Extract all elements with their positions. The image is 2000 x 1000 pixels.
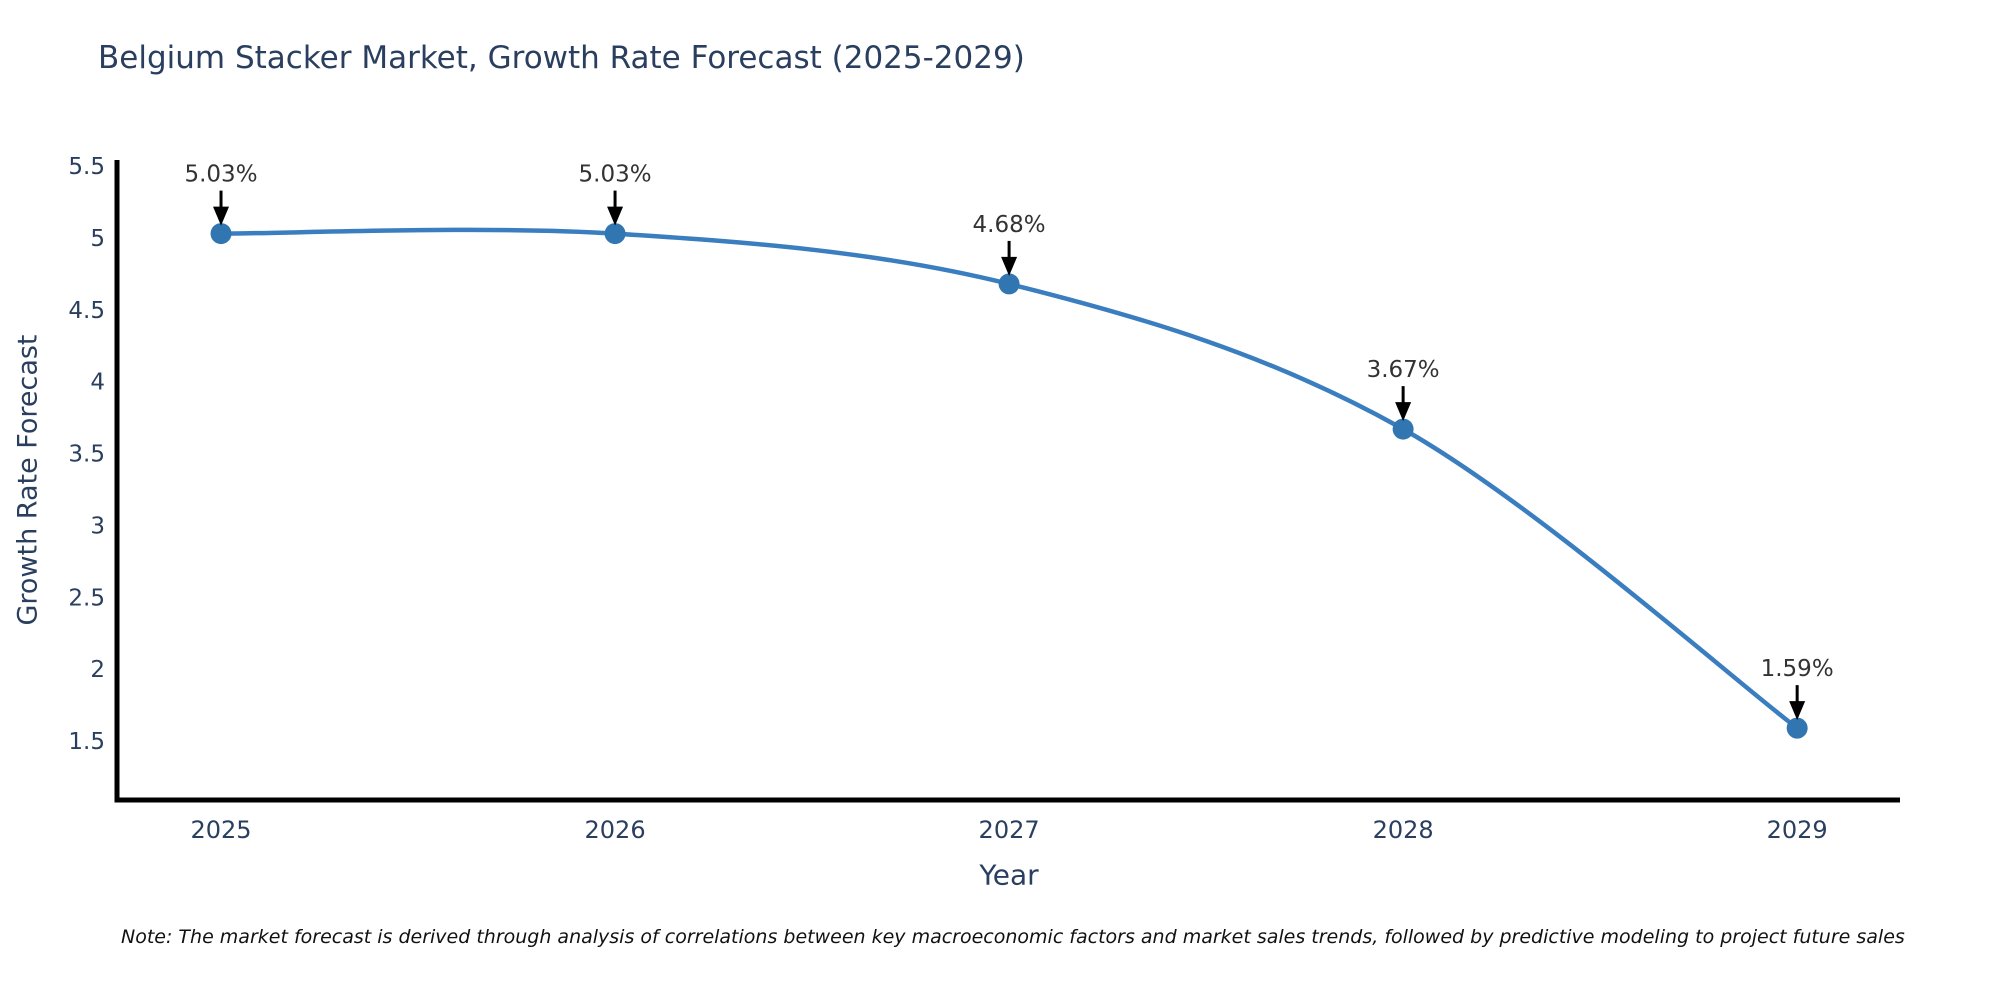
note-text: Note: The market forecast is derived thr… bbox=[121, 926, 1905, 948]
annotation-arrow-head bbox=[1789, 701, 1806, 721]
data-point-2029 bbox=[1786, 717, 1808, 739]
y-tick-label: 1.5 bbox=[68, 729, 105, 755]
y-tick-label: 4.5 bbox=[68, 298, 105, 324]
y-axis-title: Growth Rate Forecast bbox=[12, 334, 44, 626]
y-tick-label: 3 bbox=[90, 513, 105, 539]
y-tick-label: 2 bbox=[90, 657, 105, 683]
annotation-arrow-head bbox=[1001, 256, 1018, 276]
point-annotation: 4.68% bbox=[973, 212, 1046, 238]
y-tick-label: 5 bbox=[90, 226, 105, 252]
data-point-2028 bbox=[1392, 418, 1414, 440]
y-tick-label: 5.5 bbox=[68, 154, 105, 180]
annotation-arrow-head bbox=[1395, 402, 1412, 422]
point-annotation: 5.03% bbox=[579, 162, 652, 188]
x-tick-label: 2025 bbox=[190, 816, 251, 844]
annotation-arrow-head bbox=[607, 206, 624, 226]
series-line bbox=[218, 227, 1800, 731]
y-tick-label: 4 bbox=[90, 370, 105, 396]
point-annotation: 3.67% bbox=[1367, 357, 1440, 383]
x-tick-label: 2028 bbox=[1373, 816, 1434, 844]
x-tick-label: 2027 bbox=[979, 816, 1040, 844]
x-tick-label: 2026 bbox=[585, 816, 646, 844]
data-point-2025 bbox=[210, 223, 232, 245]
annotation-arrow-head bbox=[213, 206, 230, 226]
x-axis-title: Year bbox=[979, 858, 1039, 892]
chart-title: Belgium Stacker Market, Growth Rate Fore… bbox=[98, 40, 1025, 76]
point-annotation: 1.59% bbox=[1761, 656, 1834, 682]
data-point-2027 bbox=[998, 273, 1020, 295]
x-tick-label: 2029 bbox=[1767, 816, 1828, 844]
point-annotation: 5.03% bbox=[184, 162, 257, 188]
y-tick-label: 3.5 bbox=[68, 442, 105, 468]
y-tick-label: 2.5 bbox=[68, 585, 105, 611]
data-point-2026 bbox=[604, 223, 626, 245]
